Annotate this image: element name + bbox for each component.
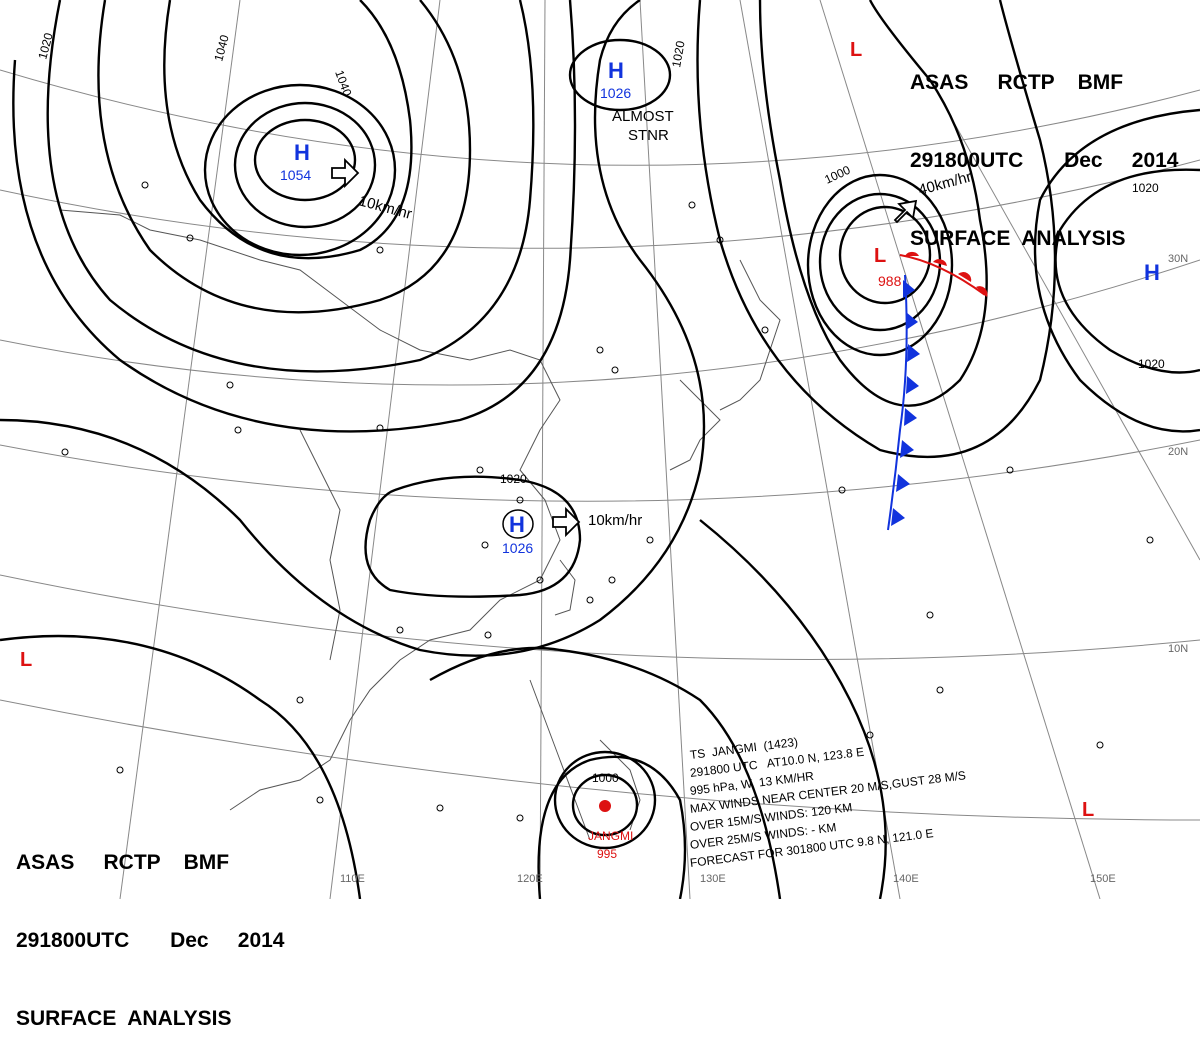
low-centers: L 988 L L L [20, 39, 1094, 821]
isobar-label: 1020 [1138, 357, 1165, 371]
warm-front-bump [958, 272, 972, 282]
isobars [0, 0, 1200, 899]
low-symbol: L [874, 245, 886, 267]
header-line-1: ASAS RCTP BMF [910, 71, 1124, 94]
svg-text:STNR: STNR [628, 127, 669, 144]
lon-label: 110E [340, 873, 365, 885]
warm-front-bump [976, 286, 988, 297]
isobar-label: 1020 [35, 31, 56, 61]
cold-front-barb [907, 344, 920, 362]
typhoon-name: JANGMI [588, 829, 633, 843]
lat-label: 30N [1168, 253, 1188, 265]
lat-label: 20N [1168, 446, 1188, 458]
lon-label: 140E [893, 873, 919, 885]
motion-arrows [331, 157, 918, 538]
warm-front-bump [905, 251, 919, 256]
coastlines [59, 209, 781, 841]
low-symbol: L [850, 39, 862, 61]
high-pressure: 1054 [280, 167, 311, 183]
cold-front-barb [896, 474, 910, 492]
cold-front-barb [906, 312, 918, 330]
high-pressure: 1026 [502, 540, 533, 556]
high-symbol: H [509, 512, 525, 537]
weather-map: 1020 1040 1040 1020 1000 1020 1020 1020 … [0, 0, 1200, 899]
isobar-label: 1020 [1132, 181, 1159, 195]
cold-front-barb [891, 508, 905, 526]
station-plots [61, 181, 1154, 822]
header-line-1: ASAS RCTP BMF [16, 851, 230, 874]
lon-label: 120E [517, 873, 543, 885]
motion-label: 10km/hr [588, 512, 642, 529]
header-line-3: SURFACE ANALYSIS [910, 227, 1126, 250]
low-pressure: 988 [878, 273, 902, 289]
graticule [0, 0, 1200, 899]
low-symbol: L [20, 649, 32, 671]
isobar-label: 1000 [592, 771, 619, 785]
high-pressure: 1026 [600, 85, 631, 101]
header-line-3: SURFACE ANALYSIS [16, 1007, 232, 1030]
cold-front-barb [906, 376, 919, 394]
isobar-label: 1020 [500, 472, 527, 486]
cold-front-barb [904, 408, 917, 426]
chart-header-top: ASAS RCTP BMF 291800UTC Dec 2014 SURFACE… [910, 18, 1179, 278]
isobar-label: 1040 [332, 68, 354, 98]
low-symbol: L [1082, 799, 1094, 821]
isobar-label: 1040 [211, 33, 232, 63]
cold-front-barb [903, 280, 915, 298]
lon-label: 150E [1090, 873, 1116, 885]
warm-front-bump [933, 259, 947, 266]
isobar-label: 1020 [669, 39, 687, 68]
lon-label: 130E [700, 873, 726, 885]
high-symbol: H [1144, 260, 1160, 285]
warm-front [899, 251, 988, 297]
lat-label: 10N [1168, 643, 1188, 655]
typhoon-center: JANGMI 995 [588, 800, 633, 861]
cold-front [887, 274, 920, 531]
high-symbol: H [608, 58, 624, 83]
isobar-labels: 1020 1040 1040 1020 1000 1020 1020 1020 … [35, 31, 1165, 785]
chart-header-bottom: ASAS RCTP BMF 291800UTC Dec 2014 SURFACE… [16, 798, 285, 1058]
high-symbol: H [294, 140, 310, 165]
motion-labels: 10km/hr 40km/hr 10km/hr [357, 168, 973, 529]
cold-front-barb [900, 440, 914, 458]
header-line-2: 291800UTC Dec 2014 [910, 149, 1179, 172]
high-centers: H 1054 H 1026 H 1026 H [280, 58, 1160, 556]
svg-text:ALMOST: ALMOST [612, 108, 674, 125]
lat-lon-labels: 30N 20N 10N 110E 120E 130E 140E 150E [340, 253, 1188, 885]
stationary-note: ALMOST STNR [612, 108, 674, 144]
high-symbol-ring [502, 509, 534, 539]
typhoon-pressure: 995 [597, 847, 617, 861]
header-line-2: 291800UTC Dec 2014 [16, 929, 285, 952]
